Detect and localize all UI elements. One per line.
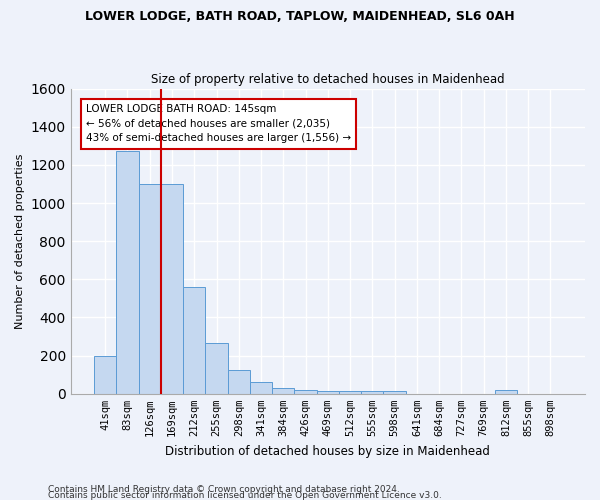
Bar (183, 287, 205, 394)
Bar (205, 343, 227, 394)
X-axis label: Distribution of detached houses by size in Maidenhead: Distribution of detached houses by size … (166, 444, 490, 458)
Bar (495, 390, 517, 394)
Text: Contains public sector information licensed under the Open Government Licence v3: Contains public sector information licen… (48, 491, 442, 500)
Bar (272, 388, 295, 394)
Bar (339, 391, 361, 394)
Bar (227, 370, 250, 394)
Bar (116, 150, 139, 394)
Bar (139, 184, 161, 394)
Bar (361, 391, 383, 394)
Text: LOWER LODGE, BATH ROAD, TAPLOW, MAIDENHEAD, SL6 0AH: LOWER LODGE, BATH ROAD, TAPLOW, MAIDENHE… (85, 10, 515, 23)
Bar (161, 184, 183, 394)
Bar (317, 391, 339, 394)
Title: Size of property relative to detached houses in Maidenhead: Size of property relative to detached ho… (151, 73, 505, 86)
Bar (295, 390, 317, 394)
Text: LOWER LODGE BATH ROAD: 145sqm
← 56% of detached houses are smaller (2,035)
43% o: LOWER LODGE BATH ROAD: 145sqm ← 56% of d… (86, 104, 351, 144)
Bar (383, 391, 406, 394)
Bar (250, 382, 272, 394)
Bar (94, 356, 116, 394)
Text: Contains HM Land Registry data © Crown copyright and database right 2024.: Contains HM Land Registry data © Crown c… (48, 485, 400, 494)
Y-axis label: Number of detached properties: Number of detached properties (15, 154, 25, 329)
